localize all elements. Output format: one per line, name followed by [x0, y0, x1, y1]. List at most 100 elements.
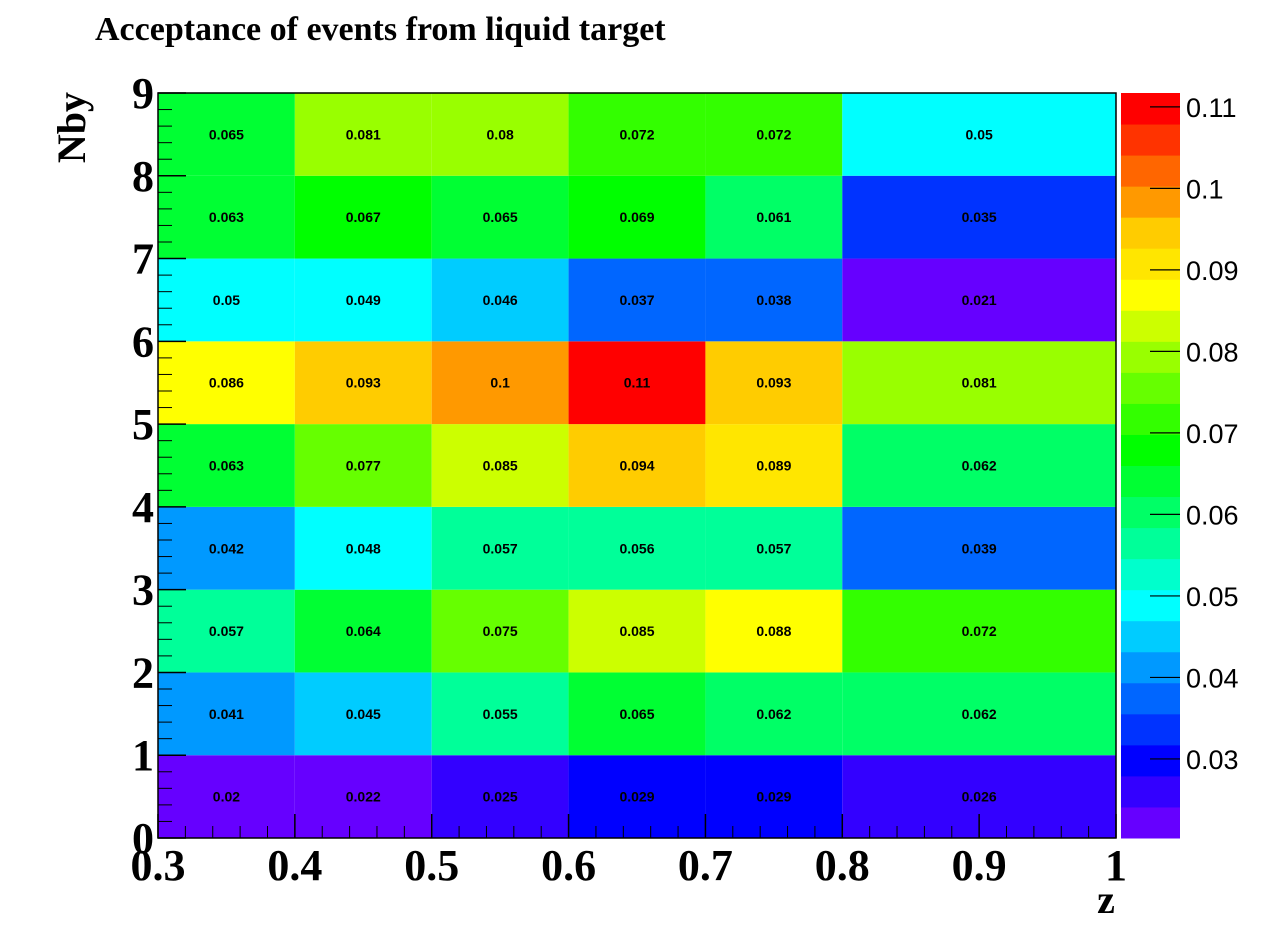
heatmap-cell [705, 93, 843, 176]
heatmap-cell [842, 341, 1116, 425]
heatmap-cell [158, 672, 295, 756]
cell-value-label: 0.069 [619, 209, 654, 225]
cell-value-label: 0.05 [966, 126, 993, 142]
palette-tick-label: 0.1 [1186, 174, 1224, 204]
palette-color-step [1121, 589, 1180, 622]
heatmap-cell [294, 258, 432, 342]
cell-value-label: 0.1 [490, 375, 510, 391]
heatmap-cell [568, 755, 706, 838]
heatmap-cell [294, 755, 432, 838]
heatmap-cell [842, 424, 1116, 507]
palette-tick-label: 0.08 [1186, 337, 1239, 367]
cell-value-label: 0.046 [483, 292, 518, 308]
heatmap-cell [568, 424, 706, 507]
palette-color-step [1121, 217, 1180, 249]
cell-value-label: 0.065 [209, 126, 244, 142]
heatmap-cell [568, 341, 706, 425]
heatmap-cell [158, 258, 295, 342]
cell-value-label: 0.061 [756, 209, 791, 225]
palette-tick-label: 0.05 [1186, 582, 1239, 612]
heatmap-cell [568, 175, 706, 259]
cell-value-label: 0.041 [209, 706, 244, 722]
heatmap-cell [705, 175, 843, 259]
heatmap-cell [842, 506, 1116, 590]
x-tick-label: 0.3 [131, 841, 186, 890]
x-tick-label: 0.8 [815, 841, 870, 890]
cell-value-label: 0.08 [487, 126, 514, 142]
heatmap-cell [294, 175, 432, 259]
palette-color-step [1121, 124, 1180, 156]
cell-value-label: 0.037 [619, 292, 654, 308]
cell-value-label: 0.05 [213, 292, 240, 308]
cell-value-label: 0.063 [209, 458, 244, 474]
heatmap-cell [705, 672, 843, 756]
cell-value-label: 0.094 [619, 458, 654, 474]
palette-color-step [1121, 744, 1180, 777]
heatmap-cell [705, 341, 843, 425]
cell-value-label: 0.049 [346, 292, 381, 308]
heatmap-cell [431, 175, 569, 259]
cell-value-label: 0.085 [619, 623, 654, 639]
cell-value-label: 0.057 [209, 623, 244, 639]
x-tick-label: 0.6 [541, 841, 596, 890]
palette-color-step [1121, 310, 1180, 342]
x-tick-label: 0.7 [678, 841, 733, 890]
heatmap-cell [568, 506, 706, 590]
heatmap-cell [158, 341, 295, 425]
y-tick-label: 4 [132, 483, 154, 532]
x-axis-ticks: 0.3 0.4 0.5 0.6 0.7 0.8 0.9 1 [131, 814, 1127, 890]
heatmap-cell [294, 341, 432, 425]
cell-value-label: 0.035 [962, 209, 997, 225]
y-tick-label: 1 [132, 731, 154, 780]
heatmap-cell [705, 258, 843, 342]
heatmap-cell [294, 672, 432, 756]
cell-value-label: 0.062 [962, 706, 997, 722]
heatmap-cell [568, 93, 706, 176]
color-palette [1121, 93, 1180, 839]
cell-value-label: 0.089 [756, 458, 791, 474]
heatmap-cell-labels: 0.02 0.022 0.025 0.029 0.029 0.026 0.041 0.045 0… [209, 126, 997, 804]
cell-value-label: 0.042 [209, 540, 244, 556]
cell-value-label: 0.065 [619, 706, 654, 722]
heatmap-cell [294, 424, 432, 507]
palette-color-step [1121, 279, 1180, 311]
heatmap-cell [158, 755, 295, 838]
cell-value-label: 0.025 [483, 789, 518, 805]
cell-value-label: 0.039 [962, 540, 997, 556]
palette-color-step [1121, 620, 1180, 653]
heatmap-cell [568, 589, 706, 673]
palette-color-step [1121, 465, 1180, 498]
cell-value-label: 0.063 [209, 209, 244, 225]
palette-tick-label: 0.09 [1186, 256, 1239, 286]
cell-value-label: 0.067 [346, 209, 381, 225]
heatmap-cell [431, 755, 569, 838]
heatmap-cell [431, 424, 569, 507]
palette-color-step [1121, 682, 1180, 715]
plot-frame [157, 92, 1117, 839]
palette-color-step [1121, 341, 1180, 373]
palette-tick-label: 0.06 [1186, 500, 1239, 530]
cell-value-label: 0.072 [756, 126, 791, 142]
y-axis-label: Nby [49, 92, 94, 163]
palette-color-step [1121, 186, 1180, 218]
palette-color-step [1121, 155, 1180, 187]
cell-value-label: 0.048 [346, 540, 381, 556]
cell-value-label: 0.029 [619, 789, 654, 805]
heatmap-cell [842, 589, 1116, 673]
palette-tick-label: 0.03 [1186, 745, 1239, 775]
palette-color-step [1121, 403, 1180, 435]
color-palette-ticks: 0.03 0.04 0.05 0.06 0.07 0.08 0.09 0.1 0.11 [1150, 93, 1239, 775]
heatmap-cell [431, 258, 569, 342]
y-tick-label: 2 [132, 648, 154, 697]
y-tick-label: 0 [132, 814, 154, 863]
heatmap-cell [158, 424, 295, 507]
palette-color-step [1121, 806, 1180, 839]
y-tick-label: 6 [132, 317, 154, 366]
cell-value-label: 0.021 [962, 292, 997, 308]
heatmap-cell [158, 175, 295, 259]
cell-value-label: 0.085 [483, 458, 518, 474]
cell-value-label: 0.064 [346, 623, 381, 639]
heatmap-cell [294, 589, 432, 673]
palette-color-step [1121, 248, 1180, 280]
